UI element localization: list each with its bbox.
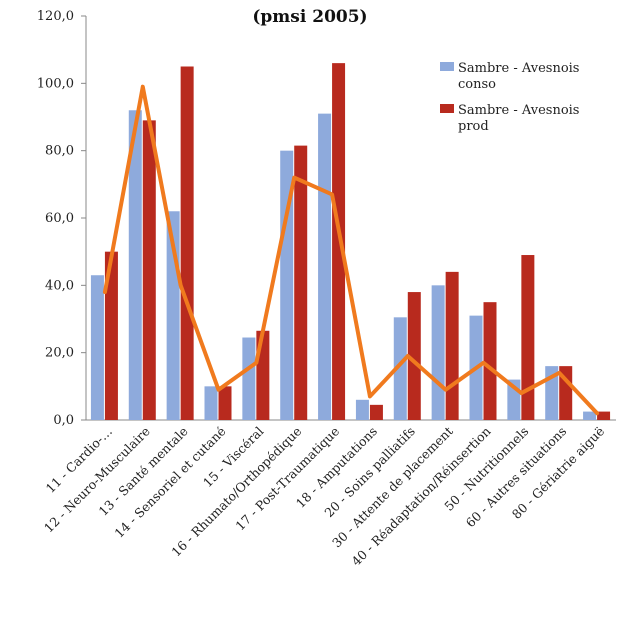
- bar-prod: [294, 145, 308, 420]
- y-tick-label: 100,0: [37, 76, 74, 91]
- y-tick-label: 120,0: [37, 9, 74, 24]
- bar-prod: [483, 302, 497, 420]
- bar-conso: [583, 411, 597, 420]
- x-category-label: 40 - Réadaptation/Réinsertion: [348, 424, 493, 569]
- legend: Sambre - Avesnois conso Sambre - Avesnoi…: [440, 61, 584, 134]
- bar-conso: [431, 285, 445, 420]
- bar-prod: [521, 255, 535, 420]
- bar-prod: [407, 292, 421, 420]
- y-tick-label: 0,0: [53, 413, 74, 428]
- bar-prod: [445, 271, 459, 420]
- bar-prod: [369, 404, 383, 420]
- bar-prod: [104, 251, 118, 420]
- bar-prod: [332, 63, 346, 421]
- legend-swatch-prod: [440, 104, 454, 113]
- bar-conso: [280, 150, 294, 420]
- chart-title: (pmsi 2005): [252, 7, 367, 27]
- bar-conso: [393, 317, 407, 420]
- bar-prod: [597, 411, 611, 420]
- bar-prod: [218, 386, 232, 420]
- x-category-label: 11 - Cardio-…: [43, 424, 115, 496]
- bar-conso: [318, 113, 332, 420]
- legend-prod-line1: Sambre - Avesnois: [458, 103, 579, 118]
- legend-conso-line1: Sambre - Avesnois: [458, 61, 579, 76]
- bar-conso: [90, 275, 104, 420]
- legend-label-prod: Sambre - Avesnois prod: [458, 103, 584, 134]
- y-tick-label: 40,0: [45, 278, 74, 293]
- y-tick-label: 20,0: [45, 346, 74, 361]
- y-tick-label: 60,0: [45, 211, 74, 226]
- legend-swatch-conso: [440, 62, 454, 71]
- bar-conso: [128, 110, 142, 421]
- line-series-path: [102, 84, 600, 416]
- legend-conso-line2: conso: [458, 77, 496, 92]
- bar-prod: [142, 120, 156, 420]
- legend-prod-line2: prod: [458, 119, 489, 134]
- bar-conso: [355, 399, 369, 420]
- bar-prod: [180, 66, 194, 420]
- bar-conso: [242, 337, 256, 420]
- bar-conso: [204, 386, 218, 420]
- legend-label-conso: Sambre - Avesnois conso: [458, 61, 584, 92]
- y-tick-label: 80,0: [45, 144, 74, 159]
- bar-prod: [559, 366, 573, 420]
